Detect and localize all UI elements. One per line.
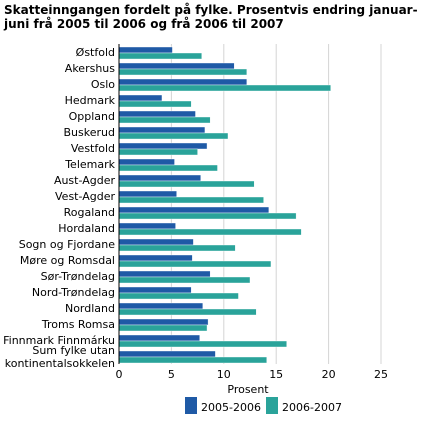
x-tick-labels: 0 5 10 15 20 25 [116,368,389,381]
category-label: Troms Romsa [41,318,115,331]
category-label: Telemark [64,158,115,171]
bar-2005-2006-5 [118,126,206,134]
x-tick-label: 20 [322,368,336,381]
bar-2005-2006-13 [118,254,193,262]
bar-2005-2006-15 [118,286,192,294]
bar-2005-2006-0 [118,46,173,54]
bar-2005-2006-2 [118,78,248,86]
category-label: Akershus [65,62,115,75]
legend-label: 2006-2007 [282,401,342,414]
bar-2006-2007-12 [118,244,236,252]
x-tick-label: 15 [269,368,283,381]
category-label: Sogn og Fjordane [19,238,116,251]
bar-2006-2007-1 [118,68,248,76]
category-label: Nordland [65,302,115,315]
bar-2006-2007-8 [118,180,255,188]
category-label: Hordaland [58,222,115,235]
bar-2005-2006-7 [118,158,175,166]
bar-2006-2007-5 [118,132,229,140]
bar-2005-2006-19 [118,350,216,358]
bar-2005-2006-6 [118,142,208,150]
bar-2006-2007-3 [118,100,192,108]
bar-2006-2007-19 [118,356,267,364]
legend-label: 2005-2006 [201,401,261,414]
bar-2006-2007-10 [118,212,297,220]
bar-2006-2007-18 [118,340,287,348]
bar-2005-2006-8 [118,174,201,182]
bar-2006-2007-6 [118,148,198,156]
legend: 2005-2006 2006-2007 [185,397,342,414]
bar-2005-2006-9 [118,190,177,198]
x-tick-label: 0 [116,368,123,381]
bar-2005-2006-12 [118,238,194,246]
legend-item: 2006-2007 [266,397,342,414]
bar-2005-2006-3 [118,94,163,102]
category-label: Hedmark [65,94,116,107]
bars [118,46,331,364]
category-label: Nord-Trøndelag [32,286,115,299]
category-label: Buskerud [64,126,115,139]
bar-2006-2007-15 [118,292,239,300]
category-label: Sum fylke utan kontinentalsokkelen [5,344,115,370]
legend-swatch [185,397,197,414]
category-labels: Østfold Akershus Oslo Hedmark Oppland Buskeru… [3,46,116,370]
bar-2006-2007-11 [118,228,302,236]
bar-2005-2006-16 [118,302,204,310]
bar-2005-2006-10 [118,206,270,214]
bar-2006-2007-16 [118,308,257,316]
legend-swatch [266,397,278,414]
bar-2005-2006-17 [118,318,209,326]
bar-2006-2007-0 [118,52,202,60]
bar-2005-2006-4 [118,110,196,118]
bar-2006-2007-13 [118,260,272,268]
gridlines [170,44,382,364]
bar-2005-2006-1 [118,62,235,70]
category-label: Rogaland [64,206,115,219]
x-tick-label: 25 [374,368,388,381]
bar-2005-2006-18 [118,334,200,342]
category-label: Oppland [69,110,115,123]
chart-title: Skatteinngangen fordelt på fylke. Prosen… [4,3,418,31]
legend-item: 2005-2006 [185,397,261,414]
x-tick-label: 10 [217,368,231,381]
category-label: Vest-Agder [55,190,115,203]
category-label: Møre og Romsdal [20,254,115,267]
x-axis-label: Prosent [227,383,269,396]
bar-2006-2007-4 [118,116,211,124]
x-tick-label: 5 [168,368,175,381]
bar-2005-2006-11 [118,222,176,230]
category-label: Oslo [91,78,115,91]
bar-2006-2007-14 [118,276,251,284]
category-label: Aust-Agder [54,174,116,187]
category-label: Østfold [76,46,115,59]
category-label: Finnmark Finnmárku [3,334,115,347]
category-label: Sør-Trøndelag [41,270,115,283]
bar-2005-2006-14 [118,270,211,278]
bar-2006-2007-17 [118,324,208,332]
bar-2006-2007-2 [118,84,331,92]
bar-2006-2007-7 [118,164,218,172]
bar-2006-2007-9 [118,196,264,204]
category-label: Vestfold [71,142,115,155]
